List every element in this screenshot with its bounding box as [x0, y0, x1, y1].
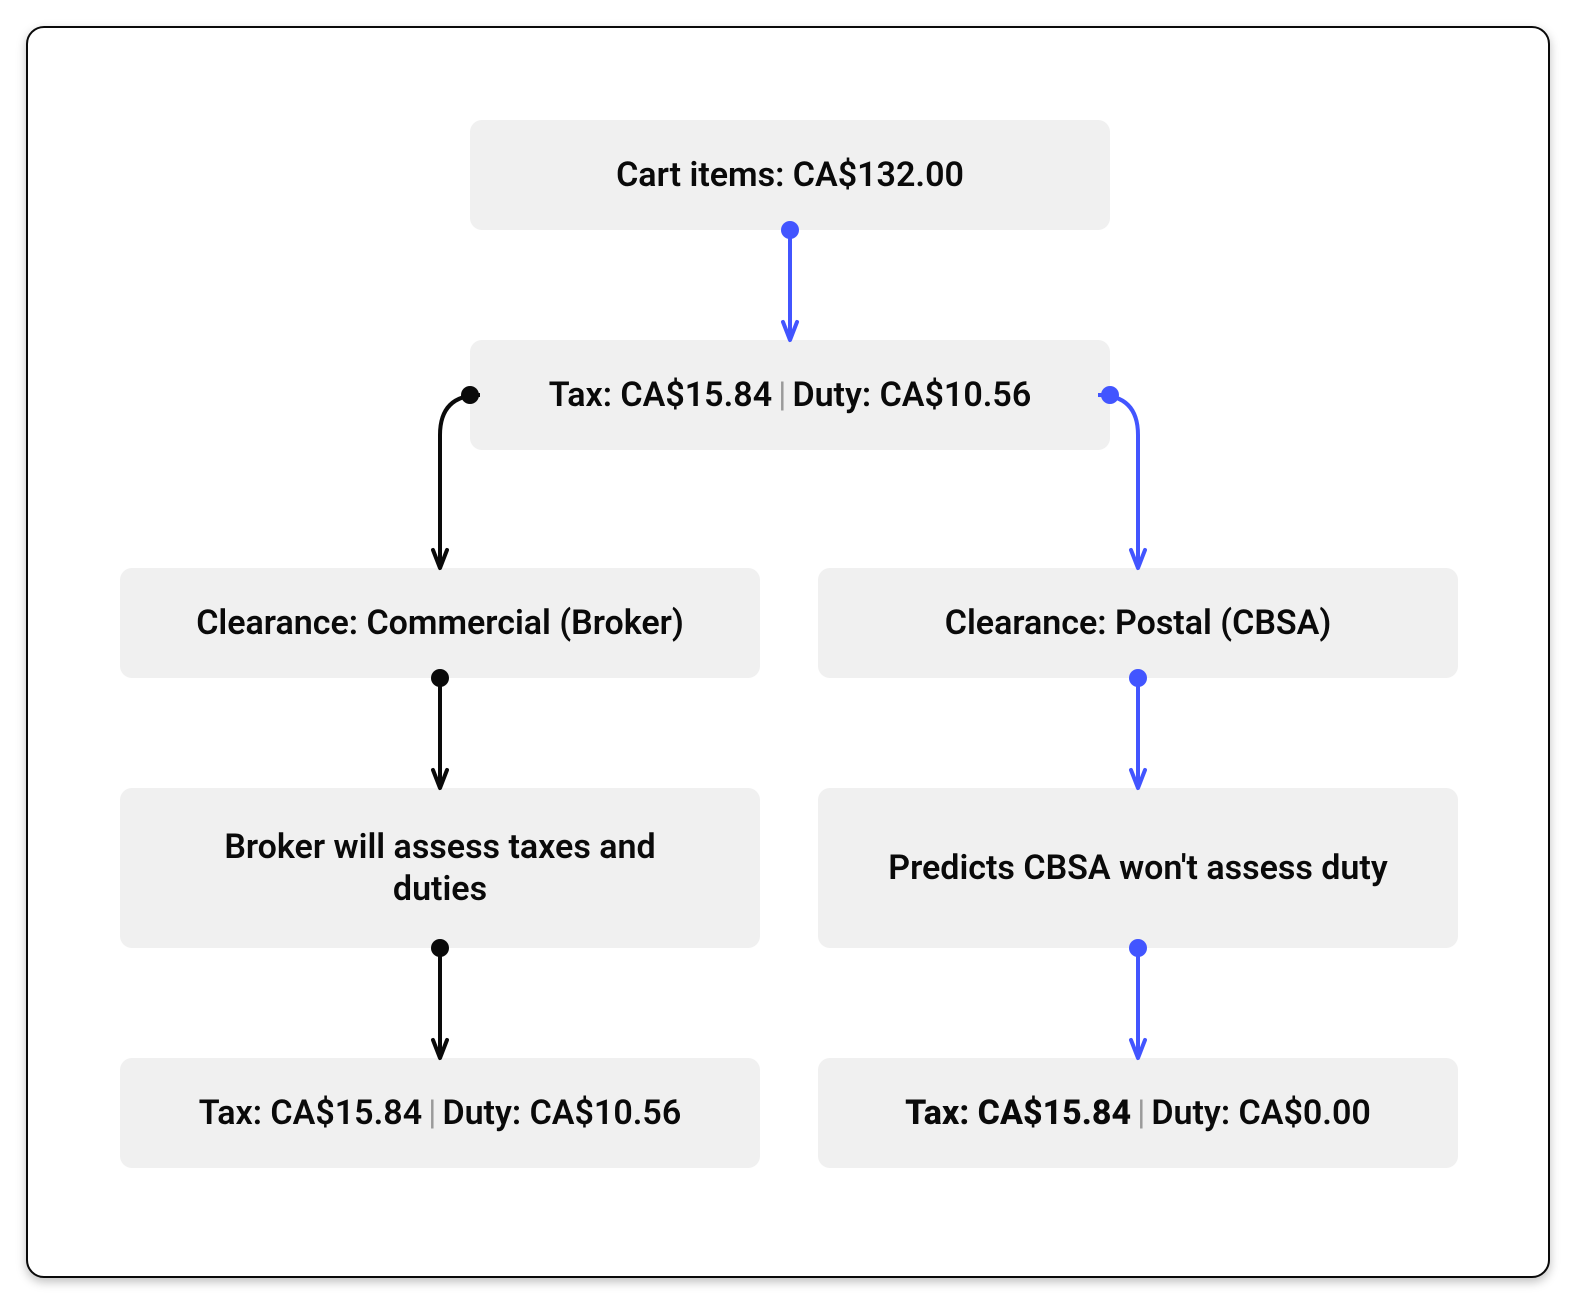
separator-icon: | [1131, 1092, 1151, 1135]
node-clearance-commercial: Clearance: Commercial (Broker) [120, 568, 760, 678]
node-result-right: Tax: CA$15.84 | Duty: CA$0.00 [818, 1058, 1458, 1168]
node-clearance-commercial-text: Clearance: Commercial (Broker) [196, 602, 684, 645]
node-taxduty-tax: Tax: CA$15.84 [549, 374, 772, 417]
diagram-frame: Cart items: CA$132.00 Tax: CA$15.84 | Du… [26, 26, 1550, 1278]
node-broker-text: Broker will assess taxes and duties [180, 826, 700, 911]
node-taxduty: Tax: CA$15.84 | Duty: CA$10.56 [470, 340, 1110, 450]
node-result-left-tax: Tax: CA$15.84 [199, 1092, 422, 1135]
node-cart-text: Cart items: CA$132.00 [616, 154, 964, 197]
node-result-left-duty: Duty: CA$10.56 [442, 1092, 681, 1135]
node-result-right-duty: Duty: CA$0.00 [1151, 1092, 1370, 1135]
diagram-canvas: Cart items: CA$132.00 Tax: CA$15.84 | Du… [0, 0, 1576, 1304]
node-result-right-tax: Tax: CA$15.84 [905, 1092, 1131, 1135]
node-clearance-postal: Clearance: Postal (CBSA) [818, 568, 1458, 678]
node-cart: Cart items: CA$132.00 [470, 120, 1110, 230]
separator-icon: | [772, 374, 792, 417]
separator-icon: | [422, 1092, 442, 1135]
node-cbsa: Predicts CBSA won't assess duty [818, 788, 1458, 948]
node-result-left: Tax: CA$15.84 | Duty: CA$10.56 [120, 1058, 760, 1168]
node-broker: Broker will assess taxes and duties [120, 788, 760, 948]
node-clearance-postal-text: Clearance: Postal (CBSA) [945, 602, 1332, 645]
node-taxduty-duty: Duty: CA$10.56 [792, 374, 1031, 417]
node-cbsa-text: Predicts CBSA won't assess duty [888, 847, 1387, 890]
